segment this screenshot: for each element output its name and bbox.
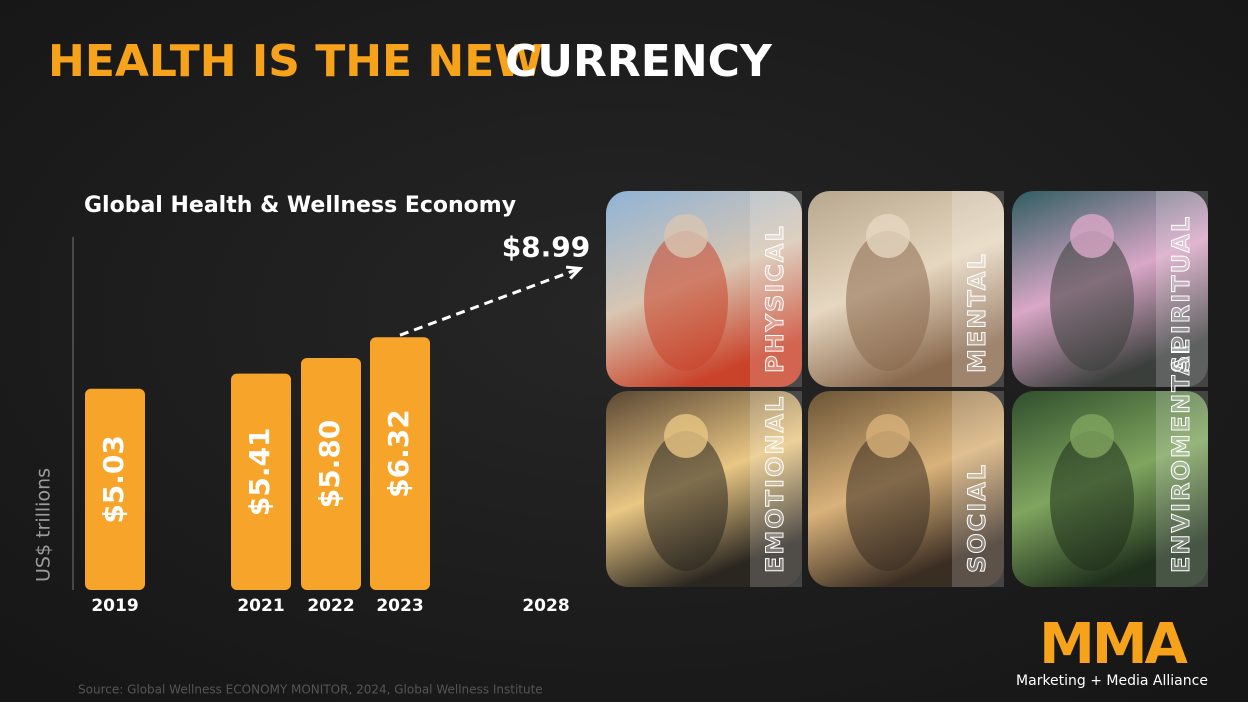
projection-value-label: $8.99: [502, 230, 591, 263]
bar: [370, 337, 430, 590]
bar-value-label: $5.03: [97, 435, 130, 524]
panel-label: EMOTIONAL: [761, 395, 789, 573]
x-tick-label: 2021: [237, 596, 284, 616]
arrow-head: [565, 265, 584, 280]
panel-overlay: [952, 391, 1004, 587]
panel-overlay: [1156, 191, 1208, 387]
chart: 2019 $5.03 2021 $5.41 2022 $5.80 2023 $6.32 2028…: [85, 230, 590, 616]
y-axis-label: US$ trillions: [33, 468, 55, 582]
panel-overlay: [952, 191, 1004, 387]
panel-figure: [846, 231, 930, 371]
x-tick-label: 2023: [376, 596, 423, 616]
panel-figure: [1050, 231, 1134, 371]
x-tick-label: 2022: [307, 596, 354, 616]
panel-figure-head: [1070, 214, 1114, 258]
panel-figure-head: [866, 214, 910, 258]
title-accent: HEALTH IS THE NEW: [48, 36, 543, 87]
bar-value-label: $5.80: [313, 420, 346, 509]
panel-overlay: [1156, 391, 1208, 587]
bar-value-label: $6.32: [382, 409, 415, 498]
bar: [85, 388, 145, 590]
bar: [231, 373, 291, 590]
source: Source: Global Wellness ECONOMY MONITOR,…: [78, 683, 543, 697]
panel-figure-head: [866, 414, 910, 458]
title-rest: CURRENCY: [505, 36, 773, 87]
panels: PHYSICAL MENTAL SPIRITUAL EMOTIONAL SOCIAL EN…: [606, 191, 1208, 587]
x-tick-label: 2028: [522, 596, 569, 616]
panel-figure-head: [1070, 414, 1114, 458]
panel-overlay: [750, 191, 802, 387]
logo-name: Marketing + Media Alliance: [1016, 673, 1208, 689]
bar: [301, 358, 361, 590]
panel-label: SOCIAL: [963, 463, 991, 573]
logo-mark: MMA: [1039, 612, 1188, 677]
panel-label: SPIRITUAL: [1167, 215, 1195, 373]
panel-label: PHYSICAL: [761, 224, 789, 373]
panel-label: ENVIROMENTAL: [1167, 337, 1195, 573]
panel-figure: [644, 231, 728, 371]
projection-arrow: [399, 266, 581, 337]
panel-label: MENTAL: [963, 252, 991, 373]
panel-figure: [644, 431, 728, 571]
bar-value-label: $5.41: [243, 428, 276, 517]
chart-title: Global Health & Wellness Economy: [84, 193, 516, 218]
panel-figure: [1050, 431, 1134, 571]
panel-overlay: [750, 391, 802, 587]
panel-figure-head: [664, 214, 708, 258]
panel-figure-head: [664, 414, 708, 458]
x-tick-label: 2019: [91, 596, 138, 616]
panel-figure: [846, 431, 930, 571]
